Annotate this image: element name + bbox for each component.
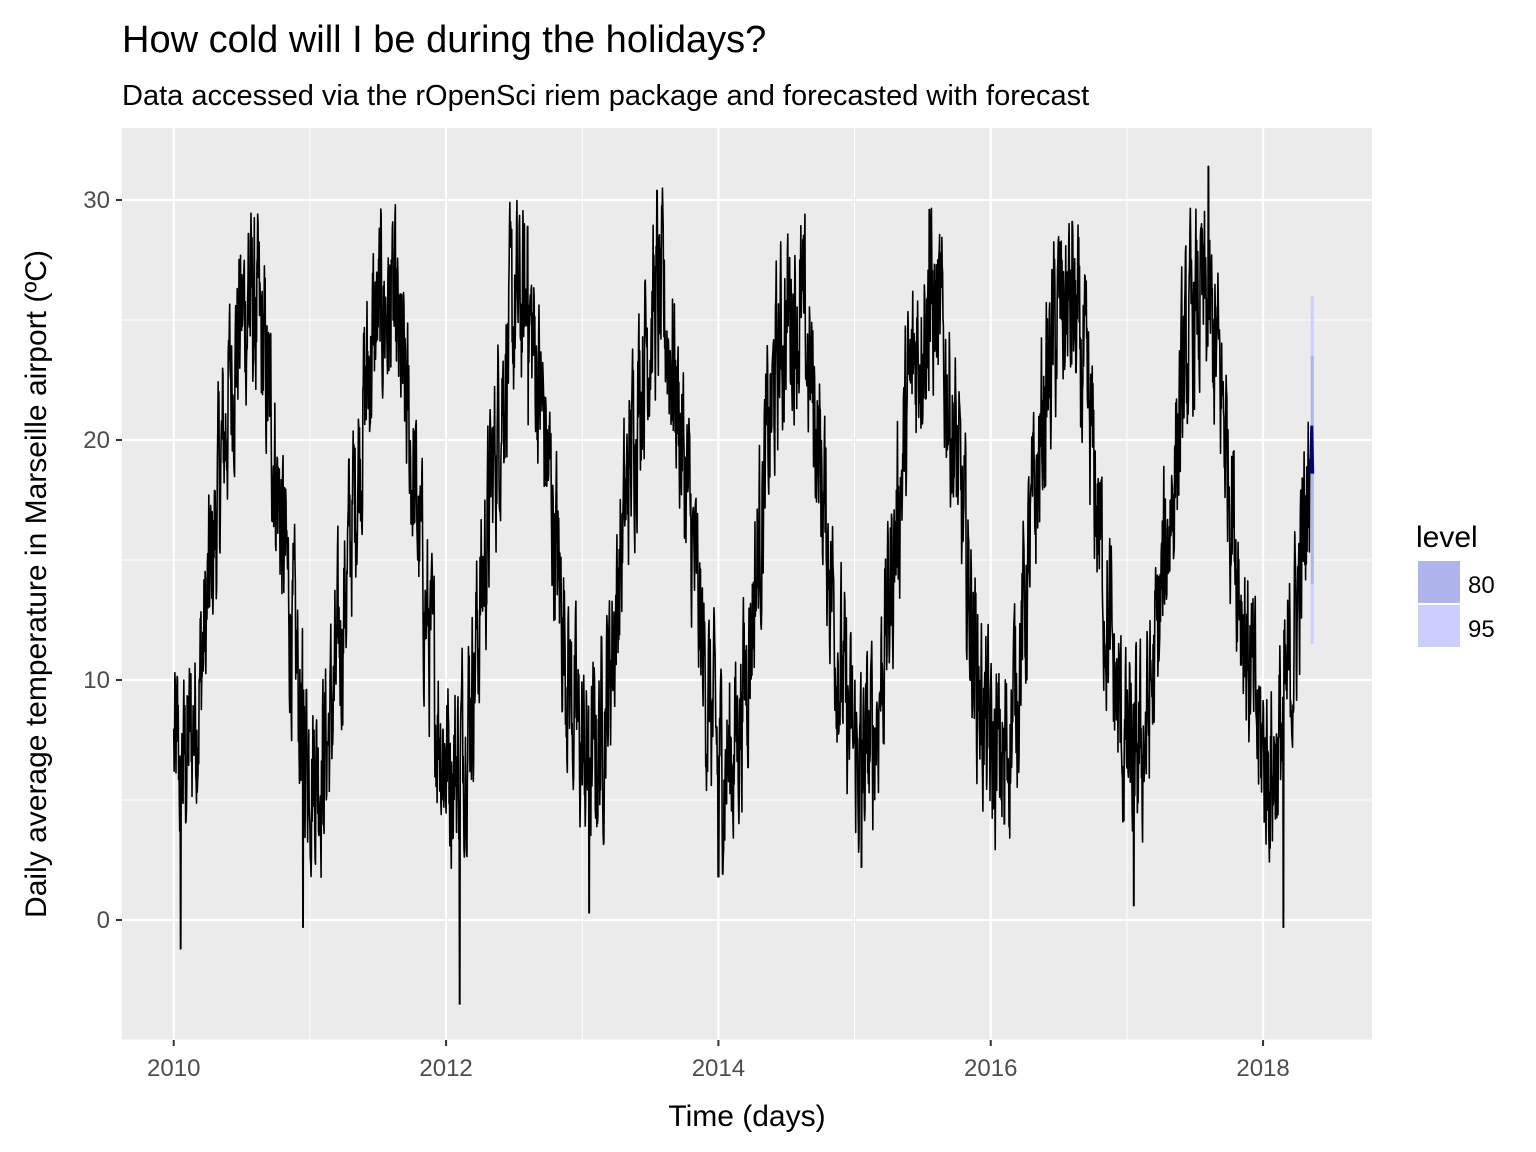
- x-axis-title: Time (days): [668, 1100, 825, 1133]
- legend-key-95: [1418, 605, 1460, 647]
- series-lines: [172, 165, 1315, 1005]
- x-tick-label: 2012: [419, 1055, 472, 1082]
- legend: level 80 95: [1416, 521, 1495, 647]
- legend-label-80: 80: [1468, 572, 1495, 599]
- x-tick-label: 2014: [692, 1055, 745, 1082]
- series-line-forecast: [1309, 425, 1315, 474]
- x-tick-label: 2010: [147, 1055, 200, 1082]
- y-axis-title: Daily average temperature in Marseille a…: [20, 250, 53, 918]
- legend-title: level: [1416, 521, 1478, 554]
- chart-subtitle: Data accessed via the rOpenSci riem pack…: [122, 80, 1089, 112]
- legend-key-80: [1418, 561, 1460, 603]
- legend-label-95: 95: [1468, 616, 1495, 643]
- y-tick-label: 10: [83, 667, 110, 694]
- y-tick-label: 0: [97, 907, 110, 934]
- y-tick-label: 30: [83, 187, 110, 214]
- x-tick-label: 2016: [964, 1055, 1017, 1082]
- x-axis: 2010 2012 2014 2016 2018: [147, 1040, 1290, 1082]
- y-tick-label: 20: [83, 427, 110, 454]
- series-line-observed: [172, 165, 1312, 1005]
- y-axis: 0 10 20 30: [83, 187, 122, 934]
- x-tick-label: 2018: [1236, 1055, 1289, 1082]
- chart-title: How cold will I be during the holidays?: [122, 19, 766, 61]
